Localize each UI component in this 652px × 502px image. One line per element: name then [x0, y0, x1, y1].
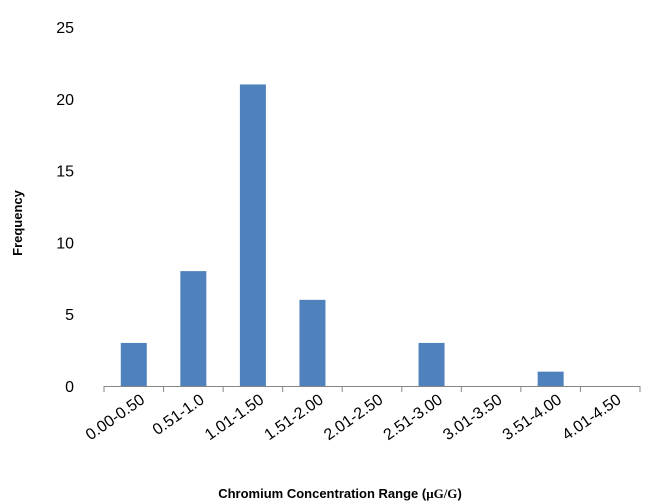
x-category-label: 3.01-3.50 — [440, 391, 505, 444]
y-tick-label: 20 — [56, 92, 74, 109]
y-tick-label: 0 — [65, 379, 74, 396]
x-category-label: 4.01-4.50 — [559, 391, 624, 444]
bar — [180, 271, 207, 386]
y-tick-label: 10 — [56, 235, 74, 252]
x-category-label: 3.51-4.00 — [500, 391, 565, 444]
x-axis-title-close: ) — [457, 486, 461, 501]
y-tick-label: 25 — [56, 20, 74, 37]
bar — [537, 371, 564, 386]
bar — [120, 342, 147, 386]
x-axis-title: Chromium Concentration Range (μG/G) — [218, 486, 462, 501]
x-axis-title-main: Chromium Concentration Range ( — [218, 486, 427, 501]
x-category-label: 1.01-1.50 — [202, 391, 267, 444]
x-category-label: 1.51-2.00 — [262, 391, 327, 444]
x-axis-ticks — [103, 386, 641, 392]
y-axis-title: Frequency — [10, 189, 25, 256]
bars — [120, 84, 564, 386]
x-category-label: 2.51-3.00 — [381, 391, 446, 444]
x-category-label: 0.51-1.0 — [150, 391, 208, 439]
bar — [239, 84, 266, 386]
x-axis-title-unit: μG/G — [426, 486, 457, 501]
bar — [299, 299, 326, 386]
y-tick-label: 15 — [56, 164, 74, 181]
y-axis-ticks: 0 5 10 15 20 25 — [56, 20, 74, 396]
x-category-label: 0.00-0.50 — [83, 391, 148, 444]
y-tick-label: 5 — [65, 307, 74, 324]
x-axis-category-labels: 0.00-0.50 0.51-1.01.01-1.501.51-2.002.01-… — [83, 391, 625, 444]
bar — [418, 342, 445, 386]
x-category-label: 2.01-2.50 — [321, 391, 386, 444]
